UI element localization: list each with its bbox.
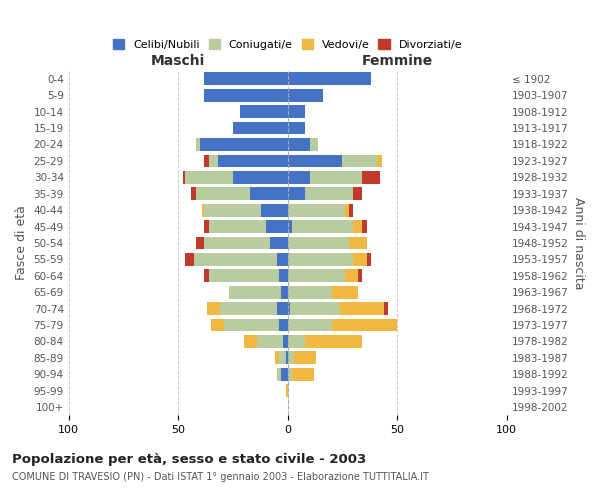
Bar [340,302,384,315]
Bar [220,302,277,315]
Bar [262,204,287,216]
Bar [362,171,380,183]
Bar [196,188,250,200]
Bar [287,270,344,282]
Bar [287,72,371,86]
Bar [202,204,205,216]
Bar [194,253,277,266]
Bar [331,286,358,298]
Bar [182,171,185,183]
Bar [205,204,262,216]
Bar [277,302,287,315]
Bar [185,253,194,266]
Bar [283,335,287,348]
Bar [377,154,382,168]
Bar [353,220,362,233]
Bar [279,270,287,282]
Bar [287,204,344,216]
Y-axis label: Anni di nascita: Anni di nascita [572,196,585,289]
Bar [287,318,331,332]
Bar [287,368,292,380]
Bar [290,302,340,315]
Bar [233,122,287,134]
Bar [349,204,353,216]
Bar [384,302,388,315]
Bar [305,335,362,348]
Bar [200,138,287,151]
Bar [343,154,377,168]
Bar [205,270,209,282]
Bar [287,335,305,348]
Bar [277,253,287,266]
Bar [205,220,209,233]
Bar [250,188,287,200]
Bar [287,138,310,151]
Bar [287,171,310,183]
Bar [287,122,305,134]
Bar [281,368,287,380]
Y-axis label: Fasce di età: Fasce di età [15,206,28,281]
Bar [185,171,233,183]
Bar [279,318,287,332]
Bar [205,89,287,102]
Bar [205,236,270,250]
Bar [353,188,362,200]
Bar [287,302,290,315]
Bar [281,286,287,298]
Legend: Celibi/Nubili, Coniugati/e, Vedovi/e, Divorziati/e: Celibi/Nubili, Coniugati/e, Vedovi/e, Di… [109,35,467,54]
Bar [277,368,281,380]
Bar [353,253,367,266]
Bar [331,318,397,332]
Bar [191,188,196,200]
Bar [233,171,287,183]
Bar [287,154,343,168]
Bar [205,72,287,86]
Bar [211,318,224,332]
Bar [209,220,266,233]
Bar [344,204,349,216]
Text: Popolazione per età, sesso e stato civile - 2003: Popolazione per età, sesso e stato civil… [12,452,366,466]
Bar [358,270,362,282]
Bar [287,106,305,118]
Bar [196,138,200,151]
Bar [279,352,286,364]
Bar [310,138,319,151]
Bar [275,352,279,364]
Bar [362,220,367,233]
Bar [287,236,349,250]
Bar [218,154,287,168]
Bar [196,236,205,250]
Bar [344,270,358,282]
Bar [305,188,353,200]
Text: COMUNE DI TRAVESIO (PN) - Dati ISTAT 1° gennaio 2003 - Elaborazione TUTTITALIA.I: COMUNE DI TRAVESIO (PN) - Dati ISTAT 1° … [12,472,429,482]
Bar [229,286,281,298]
Bar [206,302,220,315]
Bar [287,89,323,102]
Bar [292,368,314,380]
Bar [209,154,218,168]
Text: Femmine: Femmine [362,54,433,68]
Bar [257,335,283,348]
Bar [205,154,209,168]
Bar [209,270,279,282]
Bar [294,352,316,364]
Bar [286,352,287,364]
Bar [287,253,353,266]
Bar [287,286,331,298]
Bar [266,220,287,233]
Bar [367,253,371,266]
Bar [224,318,279,332]
Bar [270,236,287,250]
Bar [239,106,287,118]
Bar [287,220,292,233]
Text: Maschi: Maschi [151,54,205,68]
Bar [287,188,305,200]
Bar [244,335,257,348]
Bar [292,220,353,233]
Bar [287,352,294,364]
Bar [310,171,362,183]
Bar [349,236,367,250]
Bar [286,384,287,397]
